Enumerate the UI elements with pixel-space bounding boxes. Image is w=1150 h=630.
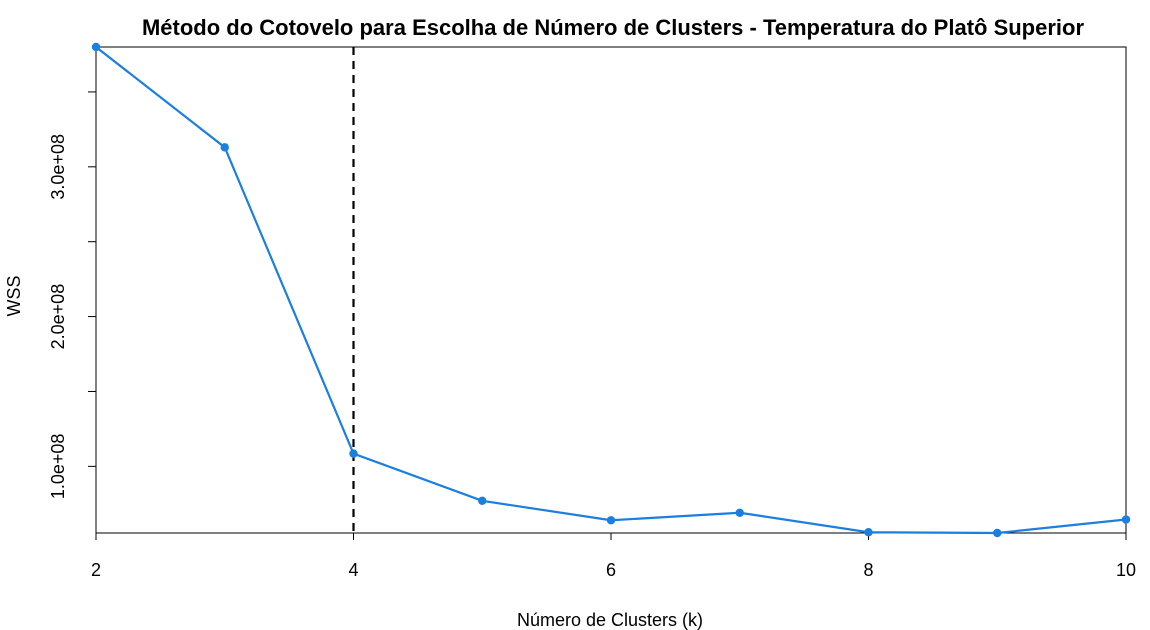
wss-line — [95, 46, 1127, 535]
data-point — [993, 528, 1002, 538]
y-tick-label: 1.0e+08 — [48, 434, 68, 500]
y-tick-label: 2.0e+08 — [48, 284, 68, 350]
data-point — [735, 508, 744, 517]
chart-title: Método do Cotovelo para Escolha de Númer… — [142, 15, 1085, 40]
data-point — [349, 449, 358, 458]
y-tick-label: 3.0e+08 — [48, 134, 68, 200]
data-point — [91, 42, 101, 52]
x-tick-label: 8 — [863, 560, 873, 580]
data-point — [220, 143, 229, 152]
plot-frame — [95, 46, 1127, 534]
x-tick-label: 2 — [91, 560, 101, 580]
x-tick-label: 10 — [1116, 560, 1136, 580]
data-point — [606, 516, 616, 525]
data-point — [1121, 515, 1131, 524]
x-tick-label: 4 — [348, 560, 358, 580]
x-axis-label: Número de Clusters (k) — [517, 610, 703, 630]
data-point — [864, 528, 873, 537]
x-tick-label: 6 — [606, 560, 616, 580]
data-point — [478, 496, 487, 505]
y-axis-label: WSS — [4, 275, 24, 316]
